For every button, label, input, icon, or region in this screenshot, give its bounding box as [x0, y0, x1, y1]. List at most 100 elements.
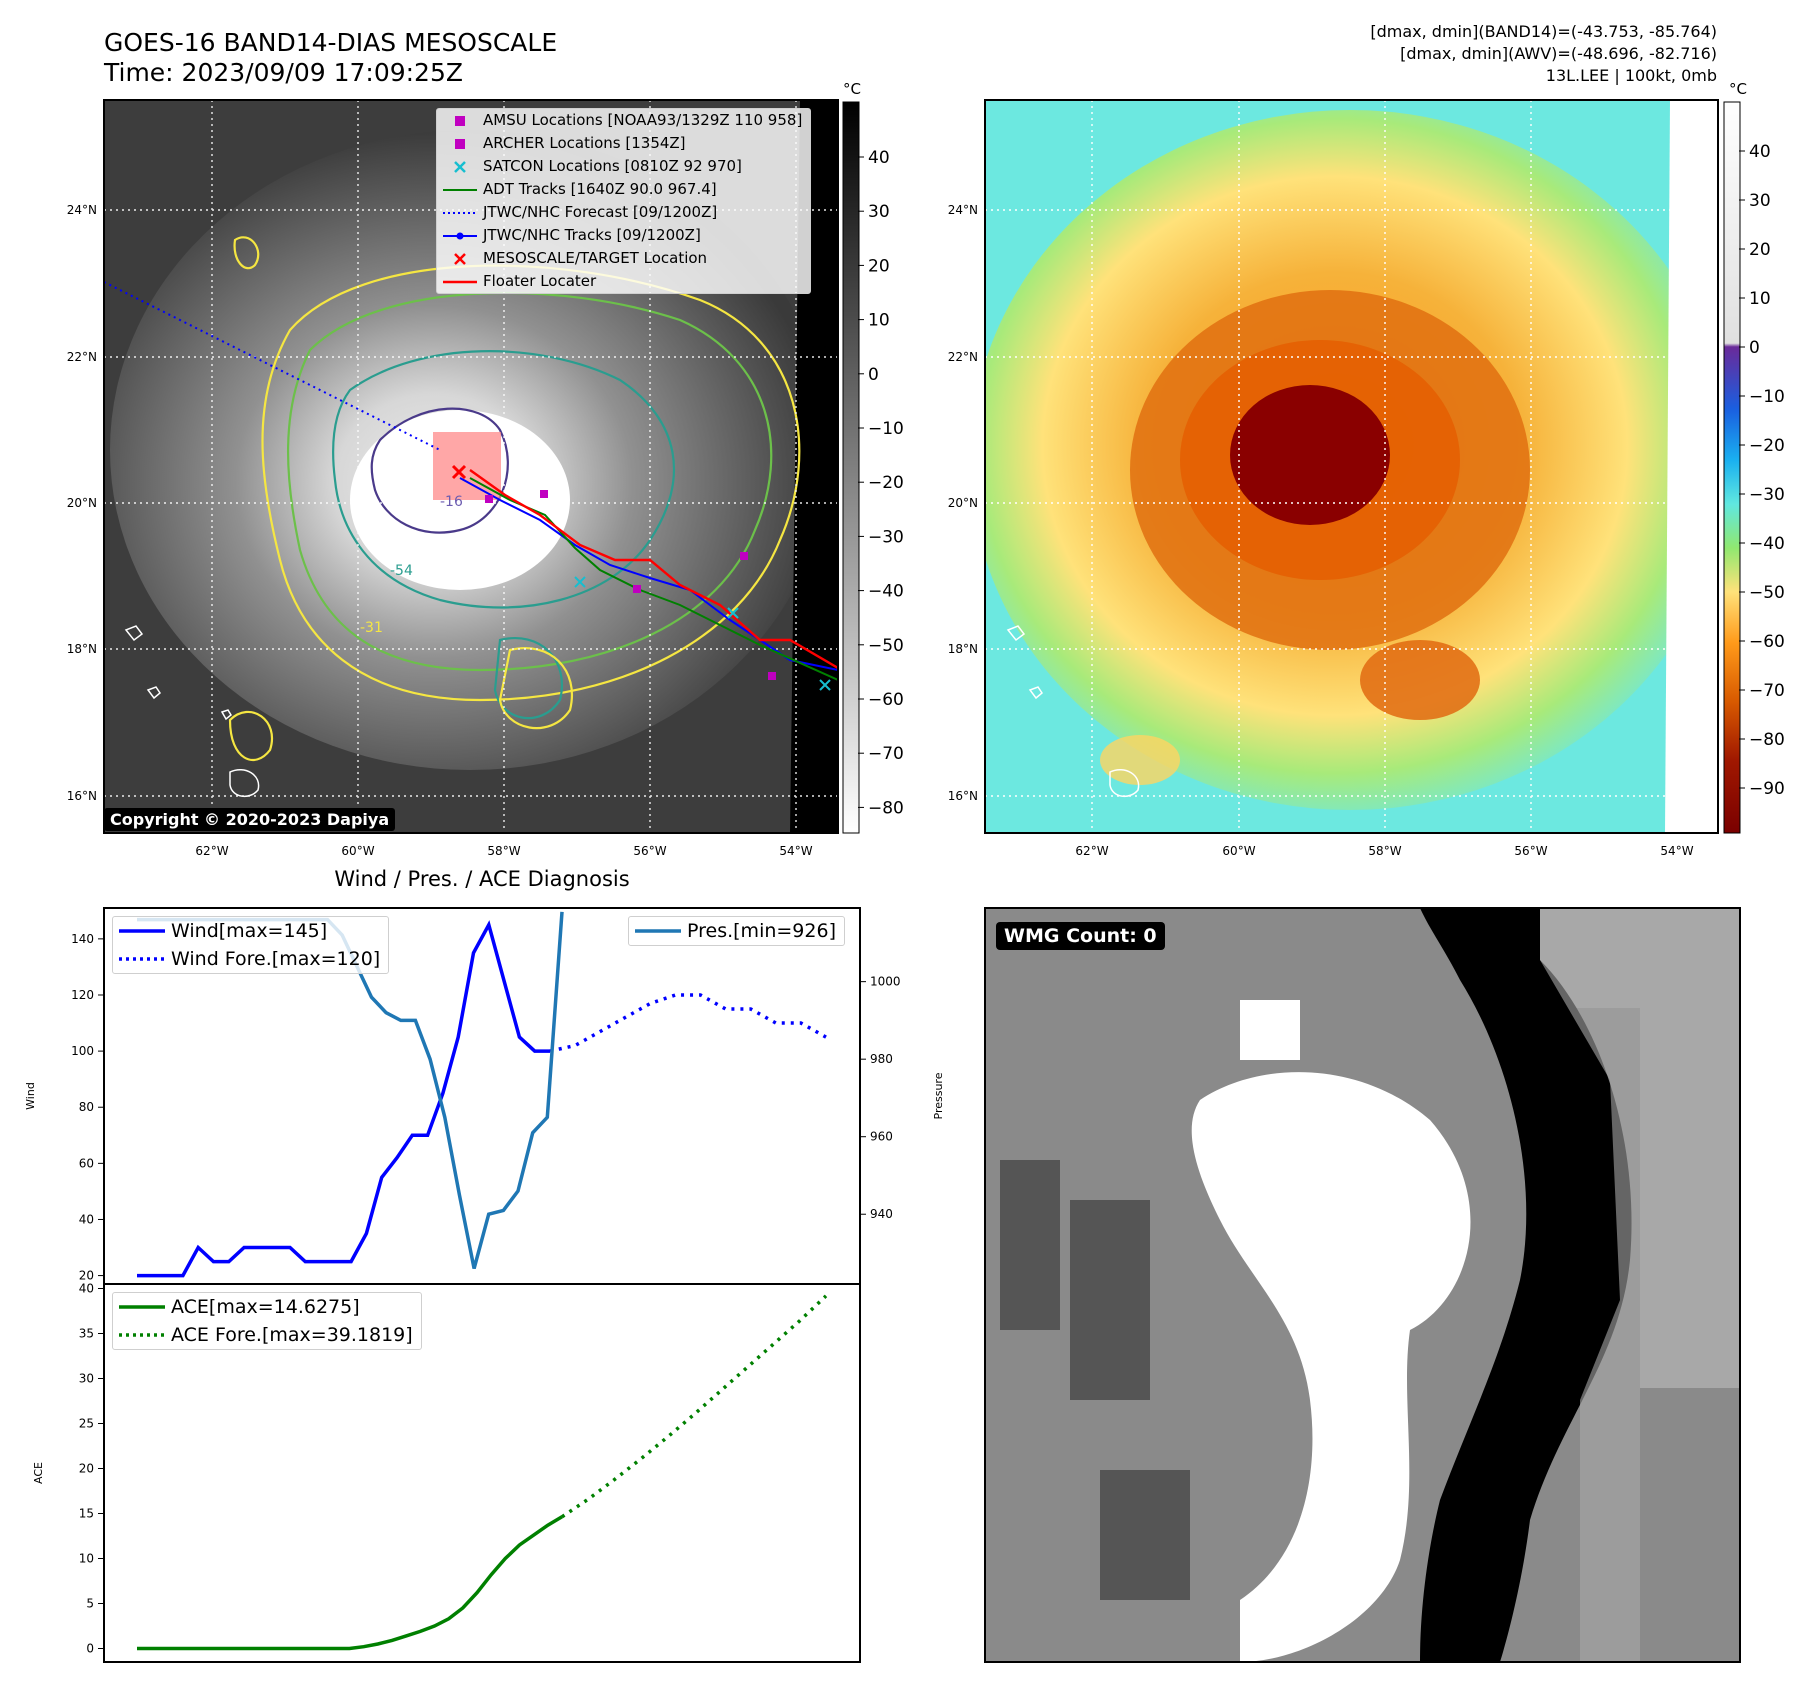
lat-label: 22°N — [948, 350, 978, 364]
colorbar-tick-label: 40 — [868, 148, 890, 168]
lat-label: 20°N — [67, 496, 97, 510]
ace-series-line — [137, 1515, 563, 1651]
colorbar-tick-label: −60 — [868, 690, 904, 710]
map-legend: AMSU Locations [NOAA93/1329Z 110 958] AR… — [436, 108, 812, 294]
wind-axis-label: Wind — [24, 1082, 37, 1110]
figure-time: Time: 2023/09/09 17:09:25Z — [104, 58, 463, 87]
satcon-marker-icon — [454, 160, 466, 173]
legend-item: MESOSCALE/TARGET Location — [437, 247, 810, 270]
colorbar-tick-label: 20 — [868, 256, 890, 276]
contour-label: -54 — [390, 563, 413, 579]
legend-item: SATCON Locations [0810Z 92 970] — [437, 155, 810, 178]
legend-label: Pres.[min=926] — [687, 920, 836, 942]
lon-label: 56°W — [1514, 844, 1547, 858]
colorbar-tick-label: −70 — [1749, 681, 1785, 701]
floater-line-icon — [443, 280, 477, 283]
temperature-colorbar-unit: °C — [1729, 80, 1747, 98]
lat-label: 16°N — [67, 789, 97, 803]
ace-legend: ACE[max=14.6275] ACE Fore.[max=39.1819] — [112, 1292, 422, 1350]
temperature-map-lon-labels: 62°W 60°W 58°W 56°W 54°W — [1075, 844, 1693, 858]
colorbar-tick-label: −20 — [1749, 436, 1785, 456]
legend-item: ADT Tracks [1640Z 90.0 967.4] — [437, 178, 810, 201]
ace-tick-label: 20 — [79, 1462, 94, 1476]
pressure-tick-label: 940 — [870, 1207, 893, 1221]
legend-label: ADT Tracks [1640Z 90.0 967.4] — [483, 180, 717, 198]
ace-forecast-line-icon — [119, 1333, 165, 1337]
wind-series-line — [137, 920, 550, 1278]
ir-colorbar-ticks: 40 30 20 10 0 −10 −20 −30 −40 −50 −60 −70 −80 — [858, 148, 904, 818]
amsu-marker-icon — [455, 115, 465, 126]
legend-item: JTWC/NHC Forecast [09/1200Z] — [437, 201, 810, 224]
wind-tick-label: 140 — [71, 932, 94, 946]
ace-series — [137, 1294, 828, 1651]
colorbar-tick-label: −60 — [1749, 632, 1785, 652]
contour-label: -16 — [440, 494, 463, 510]
colorbar-tick-label: −10 — [868, 419, 904, 439]
archer-marker-icon — [455, 138, 465, 149]
legend-label: Wind[max=145] — [171, 920, 328, 942]
colorbar-tick-label: −80 — [868, 798, 904, 818]
copyright-badge: Copyright © 2020-2023 Dapiya — [104, 808, 396, 831]
colorbar-tick-label: −40 — [1749, 534, 1785, 554]
wind-tick-label: 40 — [79, 1212, 94, 1226]
lon-label: 58°W — [1368, 844, 1401, 858]
legend-label: SATCON Locations [0810Z 92 970] — [483, 157, 742, 175]
ace-line-icon — [119, 1305, 165, 1309]
lon-label: 54°W — [1660, 844, 1693, 858]
colorbar-tick-label: −30 — [1749, 485, 1785, 505]
pressure-tick-label: 1000 — [870, 975, 901, 989]
legend-item: Pres.[min=926] — [629, 917, 844, 945]
colorbar-tick-label: 20 — [1749, 240, 1771, 260]
wind-axis-ticks: 20 40 60 80 100 120 140 — [71, 932, 104, 1283]
info-storm: 13L.LEE | 100kt, 0mb — [1545, 66, 1717, 85]
info-band14: [dmax, dmin](BAND14)=(-43.753, -85.764) — [1370, 22, 1717, 41]
colorbar-tick-label: 30 — [1749, 191, 1771, 211]
pressure-line-icon — [635, 929, 681, 933]
ir-map-lat-labels: 24°N 22°N 20°N 18°N 16°N — [67, 203, 97, 803]
legend-label: JTWC/NHC Forecast [09/1200Z] — [483, 203, 718, 221]
colorbar-tick-label: 10 — [868, 311, 890, 331]
ace-tick-label: 25 — [79, 1417, 94, 1431]
wind-tick-label: 60 — [79, 1156, 94, 1170]
floater-track — [469, 469, 838, 670]
ace-tick-label: 5 — [86, 1597, 94, 1611]
ace-axis-ticks: 0 5 10 15 20 25 30 35 40 — [79, 1282, 104, 1656]
legend-item: Floater Locater — [437, 270, 810, 293]
temperature-colorbar-ticks: 40 30 20 10 0 −10 −20 −30 −40 −50 −60 −70 −80 −90 — [1739, 142, 1785, 799]
colorbar-tick-label: −50 — [1749, 583, 1785, 603]
lat-label: 24°N — [948, 203, 978, 217]
lon-label: 62°W — [195, 844, 228, 858]
ace-tick-label: 10 — [79, 1552, 94, 1566]
legend-item: ACE[max=14.6275] — [113, 1293, 421, 1321]
legend-label: AMSU Locations [NOAA93/1329Z 110 958] — [483, 111, 803, 129]
contour-label: -31 — [360, 620, 383, 636]
colorbar-tick-label: −20 — [868, 473, 904, 493]
colorbar-tick-label: −30 — [868, 527, 904, 547]
legend-label: ACE Fore.[max=39.1819] — [171, 1324, 413, 1346]
pressure-legend: Pres.[min=926] — [628, 916, 845, 946]
ace-tick-label: 15 — [79, 1507, 94, 1521]
colorbar-tick-label: 10 — [1749, 289, 1771, 309]
colorbar-tick-label: 0 — [1749, 338, 1760, 358]
wind-line-icon — [119, 929, 165, 933]
lat-label: 20°N — [948, 496, 978, 510]
lon-label: 54°W — [779, 844, 812, 858]
legend-label: ACE[max=14.6275] — [171, 1296, 360, 1318]
info-awv: [dmax, dmin](AWV)=(-48.696, -82.716) — [1400, 44, 1717, 63]
lon-label: 60°W — [1222, 844, 1255, 858]
wmg-count-badge: WMG Count: 0 — [996, 922, 1165, 950]
wind-forecast-line-icon — [119, 957, 165, 961]
forecast-line-icon — [443, 211, 477, 214]
legend-item: ARCHER Locations [1354Z] — [437, 132, 810, 155]
wind-tick-label: 100 — [71, 1044, 94, 1058]
ir-map-lon-labels: 62°W 60°W 58°W 56°W 54°W — [195, 844, 812, 858]
legend-item: Wind[max=145] — [113, 917, 388, 945]
track-line-icon — [443, 232, 477, 239]
pressure-tick-label: 980 — [870, 1052, 893, 1066]
legend-item: Wind Fore.[max=120] — [113, 945, 388, 973]
adt-line-icon — [443, 188, 477, 191]
colorbar-tick-label: 0 — [868, 365, 879, 385]
legend-item: AMSU Locations [NOAA93/1329Z 110 958] — [437, 109, 810, 132]
colorbar-tick-label: −70 — [868, 744, 904, 764]
